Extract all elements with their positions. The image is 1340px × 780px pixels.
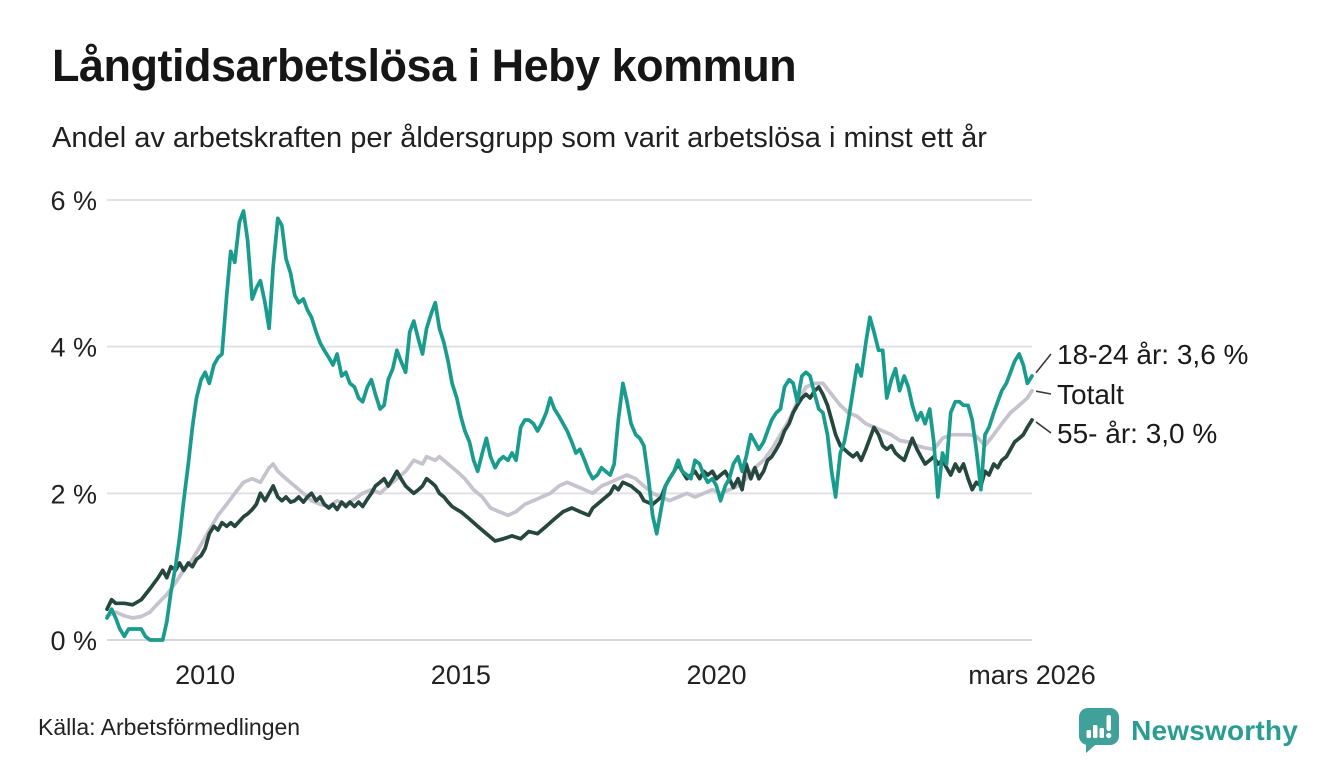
- label-connector-Totalt: [1035, 390, 1052, 395]
- x-tick-label: 2015: [431, 660, 491, 690]
- label-connector-18-24 år: [1035, 353, 1052, 374]
- y-tick-label: 4 %: [50, 333, 97, 363]
- series-end-label-Totalt: Totalt: [1057, 379, 1124, 410]
- source-note: Källa: Arbetsförmedlingen: [38, 714, 301, 740]
- x-tick-label: 2020: [686, 660, 746, 690]
- series-line-Totalt: [105, 381, 1034, 620]
- brand-name: Newsworthy: [1131, 714, 1298, 746]
- newsworthy-logo-icon: [1079, 708, 1120, 753]
- series-line-55- år: [105, 385, 1034, 612]
- y-tick-label: 0 %: [50, 626, 97, 656]
- series-line-18-24 år: [105, 209, 1034, 642]
- x-tick-label: mars 2026: [968, 660, 1096, 690]
- x-tick-label: 2010: [175, 660, 235, 690]
- y-tick-label: 6 %: [50, 186, 97, 216]
- page-title: Långtidsarbetslösa i Heby kommun: [52, 40, 797, 91]
- page-subtitle: Andel av arbetskraften per åldersgrupp s…: [52, 122, 987, 154]
- label-connector-55- år: [1035, 421, 1052, 434]
- series-end-label-55- år: 55- år: 3,0 %: [1057, 418, 1217, 449]
- series-end-label-18-24 år: 18-24 år: 3,6 %: [1057, 339, 1248, 370]
- brand-footer: Newsworthy: [1077, 706, 1298, 755]
- y-tick-label: 2 %: [50, 479, 97, 509]
